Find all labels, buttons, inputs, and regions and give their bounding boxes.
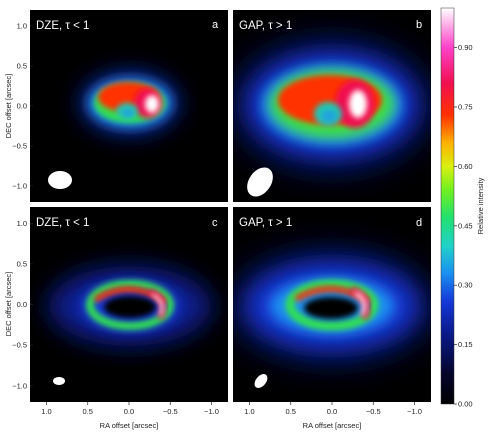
x-axis-left-tick-label: 0.0 [124,407,134,416]
y-axis-label-bottom: DEC offset [arcsec] [4,272,13,336]
colorbar-tick-label: 0.60 [458,162,473,171]
y-axis-bottom-tick-label: 0.0 [17,300,27,309]
x-axis-right: 1.0 0.5 0.0 −0.5 −1.0 [244,402,422,416]
y-axis-bottom-tick-label: −0.5 [12,341,27,350]
panel-b-title: GAP, τ > 1 [239,20,292,32]
panel-b-beam-ellipse [247,167,273,197]
colorbar: 0.00 0.15 0.30 0.45 0.60 0.75 0.90 Relative in… [440,7,485,409]
x-axis-label-right: RA offset [arcsec] [303,421,362,430]
x-axis-right-tick-label: −0.5 [366,407,381,416]
x-axis-left-tick-label: 1.0 [41,407,51,416]
y-axis-bottom-tick-label: 0.5 [17,259,27,268]
x-axis-left-tick-label: −0.5 [163,407,178,416]
panel-c: DZE, τ < 1 c [30,207,228,402]
x-axis-label-left: RA offset [arcsec] [100,421,159,430]
y-axis-top-tick-label: −1.0 [12,182,27,191]
panel-c-beam-ellipse [53,377,65,385]
y-axis-top: 1.0 0.5 0.0 −0.5 −1.0 [12,22,33,191]
panel-c-title: DZE, τ < 1 [36,217,89,229]
panel-a-image [80,71,180,135]
panel-c-image [48,266,212,346]
panel-b: GAP, τ > 1 b [233,10,431,202]
panel-a-letter: a [212,19,219,31]
colorbar-tick-label: 0.30 [458,281,473,290]
panel-b-letter: b [416,19,422,31]
x-axis-left-tick-label: −1.0 [204,407,219,416]
x-axis-right-tick-label: 1.0 [244,407,254,416]
colorbar-label: Relative intensity [476,177,485,234]
panel-d-letter: d [416,217,422,229]
y-axis-top-tick-label: 0.0 [17,102,27,111]
panel-a-title: DZE, τ < 1 [36,20,89,32]
colorbar-gradient [440,7,455,405]
panel-c-letter: c [212,217,218,229]
colorbar-ticks: 0.00 0.15 0.30 0.45 0.60 0.75 0.90 [454,43,473,409]
x-axis-right-tick-label: 0.0 [327,407,337,416]
colorbar-tick-label: 0.90 [458,43,473,52]
x-axis-left-tick-label: 0.5 [83,407,93,416]
colorbar-tick-label: 0.15 [458,340,473,349]
panel-d-title: GAP, τ > 1 [239,217,292,229]
y-axis-top-tick-label: 0.5 [17,62,27,71]
y-axis-bottom: 1.0 0.5 0.0 −0.5 −1.0 [12,219,33,390]
panel-b-image [236,43,428,167]
panel-a: DZE, τ < 1 a [30,10,228,202]
colorbar-tick-label: 0.00 [458,400,473,409]
y-axis-top-tick-label: 1.0 [17,22,27,31]
y-axis-top-tick-label: −0.5 [12,142,27,151]
y-axis-bottom-tick-label: −1.0 [12,381,27,390]
y-axis-bottom-tick-label: 1.0 [17,219,27,228]
panel-a-beam-ellipse [48,171,72,189]
colorbar-tick-label: 0.45 [458,221,473,230]
x-axis-right-tick-label: 0.5 [286,407,296,416]
panel-d-beam-ellipse [254,374,268,388]
colorbar-tick-label: 0.75 [458,103,473,112]
x-axis-right-tick-label: −1.0 [407,407,422,416]
panel-d-image [234,254,430,358]
x-axis-left: 1.0 0.5 0.0 −0.5 −1.0 [41,402,219,416]
panel-d: GAP, τ > 1 d [233,207,431,402]
y-axis-label-top: DEC offset [arcsec] [4,74,13,138]
